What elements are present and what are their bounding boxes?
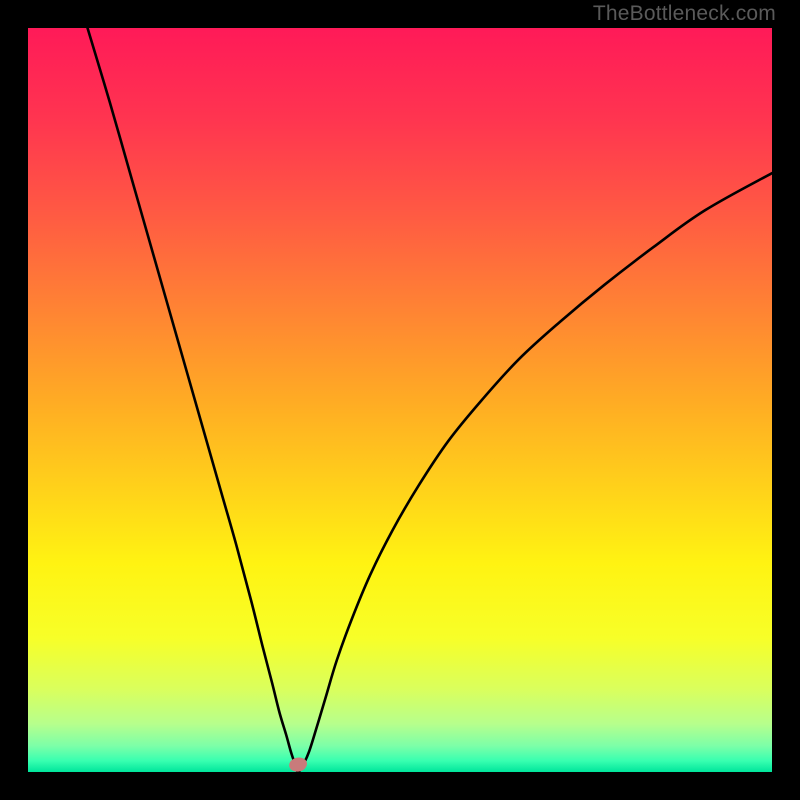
plot-area [28,28,772,772]
chart-container: TheBottleneck.com [0,0,800,800]
watermark-text: TheBottleneck.com [593,2,776,26]
gradient-background [28,28,772,772]
plot-svg [28,28,772,772]
